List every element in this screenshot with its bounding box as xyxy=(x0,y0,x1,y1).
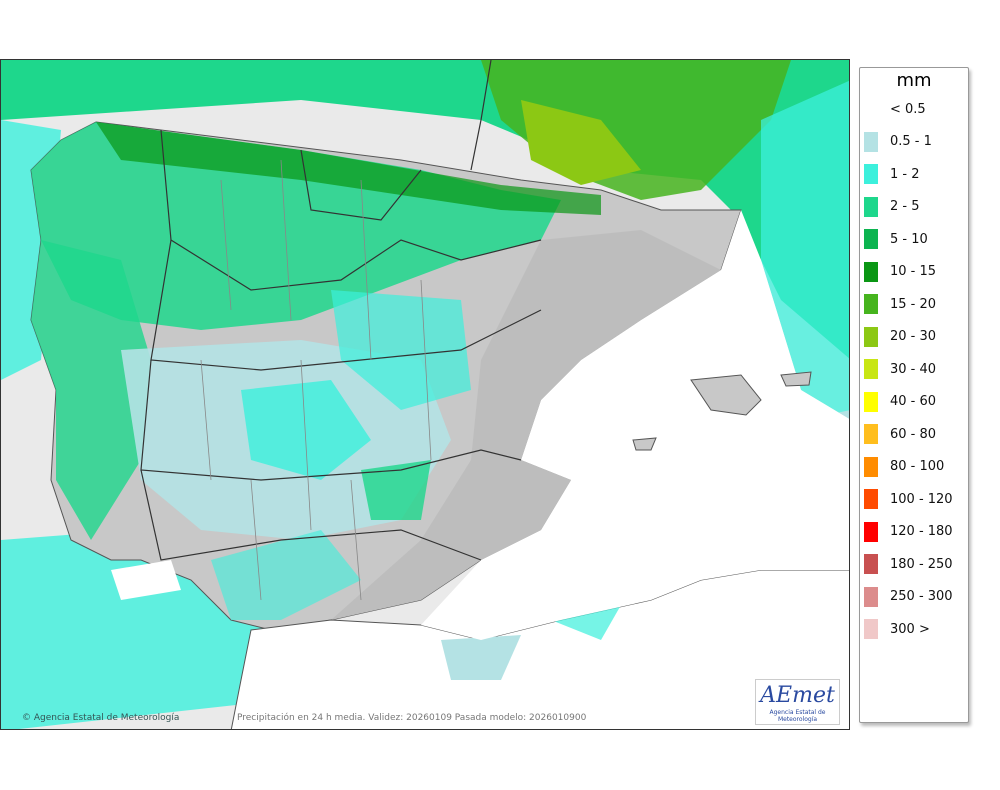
legend-label: < 0.5 xyxy=(890,101,926,117)
legend-label: 80 - 100 xyxy=(890,459,945,474)
legend-label: 180 - 250 xyxy=(890,556,953,572)
dry-zone-east xyxy=(331,230,721,620)
legend-label: 60 - 80 xyxy=(890,426,937,442)
legend-swatch xyxy=(864,619,878,639)
legend-entry: 120 - 180 xyxy=(864,521,953,542)
mediterranean-no-rain xyxy=(421,210,849,640)
legend-label: 40 - 60 xyxy=(890,394,937,409)
legend-swatch xyxy=(864,229,878,249)
legend-swatch xyxy=(864,99,878,119)
menorca xyxy=(780,371,812,387)
region-borders xyxy=(140,60,542,561)
precip-africa xyxy=(441,635,521,680)
legend-label: 10 - 15 xyxy=(890,264,937,279)
precip-land-west xyxy=(31,240,151,540)
legend-swatch xyxy=(864,489,878,509)
legend-label: 30 - 40 xyxy=(890,361,937,377)
precipitation-map[interactable] xyxy=(0,59,850,730)
legend-swatch xyxy=(864,164,878,184)
legend-entry: 20 - 30 xyxy=(864,326,937,347)
legend-swatch xyxy=(864,424,878,444)
legend-entry: 300 > xyxy=(864,619,930,639)
legend-swatch xyxy=(864,196,878,217)
precip-cantabrian xyxy=(96,122,601,215)
legend-label: 20 - 30 xyxy=(890,329,937,344)
legend-entry: 100 - 120 xyxy=(864,489,953,509)
legend-label: 5 - 10 xyxy=(890,231,928,247)
legend-entry: 10 - 15 xyxy=(864,261,937,282)
province-borders xyxy=(200,159,432,601)
precip-zone-cadiz xyxy=(1,530,281,729)
legend-swatch xyxy=(864,521,878,542)
legend-label: 120 - 180 xyxy=(890,524,953,539)
legend-entry: 80 - 100 xyxy=(864,456,945,477)
map-canvas xyxy=(1,60,849,729)
legend-swatch xyxy=(864,554,878,574)
logo-mark: AEmet xyxy=(760,683,835,708)
legend-entry: 180 - 250 xyxy=(864,554,953,574)
legend-entry: 1 - 2 xyxy=(864,164,920,184)
legend-swatch xyxy=(864,586,878,607)
legend-label: 300 > xyxy=(890,621,930,637)
aemet-logo: AEmet Agencia Estatal de Meteorología xyxy=(755,679,840,725)
precip-land-south-core xyxy=(361,460,431,520)
legend-entry: 5 - 10 xyxy=(864,229,928,249)
legend-label: 15 - 20 xyxy=(890,296,937,312)
mallorca xyxy=(690,374,762,416)
legend-unit: mm xyxy=(896,70,932,91)
legend-swatch xyxy=(864,261,878,282)
legend-entry: < 0.5 xyxy=(864,99,926,119)
legend-swatch xyxy=(864,456,878,477)
legend-swatch xyxy=(864,326,878,347)
precip-land-north-central xyxy=(331,290,471,410)
legend-swatch xyxy=(864,131,878,152)
logo-subtitle: Agencia Estatal de Meteorología xyxy=(769,709,826,723)
legend-entry: 30 - 40 xyxy=(864,359,936,379)
copyright-credit[interactable]: © Agencia Estatal de Meteorología xyxy=(22,713,180,723)
legend-entry: 0.5 - 1 xyxy=(864,131,932,152)
precipitation-legend: mm < 0.5 0.5 - 1 1 - 2 2 - 5 5 - 10 10 - 15 15… xyxy=(859,67,969,723)
legend-label: 250 - 300 xyxy=(890,589,953,604)
legend-label: 100 - 120 xyxy=(890,491,953,507)
legend-label: 2 - 5 xyxy=(890,199,920,214)
legend-label: 0.5 - 1 xyxy=(890,134,932,149)
precip-land-center-core xyxy=(241,380,371,480)
legend-swatch xyxy=(864,391,878,412)
gulf-cadiz-no-rain xyxy=(111,560,181,600)
legend-swatch xyxy=(864,359,878,379)
map-footnote: Precipitación en 24 h media. Validez: 20… xyxy=(237,713,587,723)
legend-entry: 40 - 60 xyxy=(864,391,937,412)
legend-entry: 250 - 300 xyxy=(864,586,953,607)
precip-africa-east xyxy=(551,605,621,640)
precip-land-south xyxy=(211,530,361,620)
legend-swatch xyxy=(864,294,878,314)
precip-zone-med-north xyxy=(761,80,849,419)
legend-entry: 2 - 5 xyxy=(864,196,920,217)
precip-zone-biscay-core xyxy=(521,100,641,185)
legend-entry: 15 - 20 xyxy=(864,294,936,314)
legend-entry: 60 - 80 xyxy=(864,424,936,444)
legend-label: 1 - 2 xyxy=(890,166,920,182)
ibiza xyxy=(632,437,657,451)
